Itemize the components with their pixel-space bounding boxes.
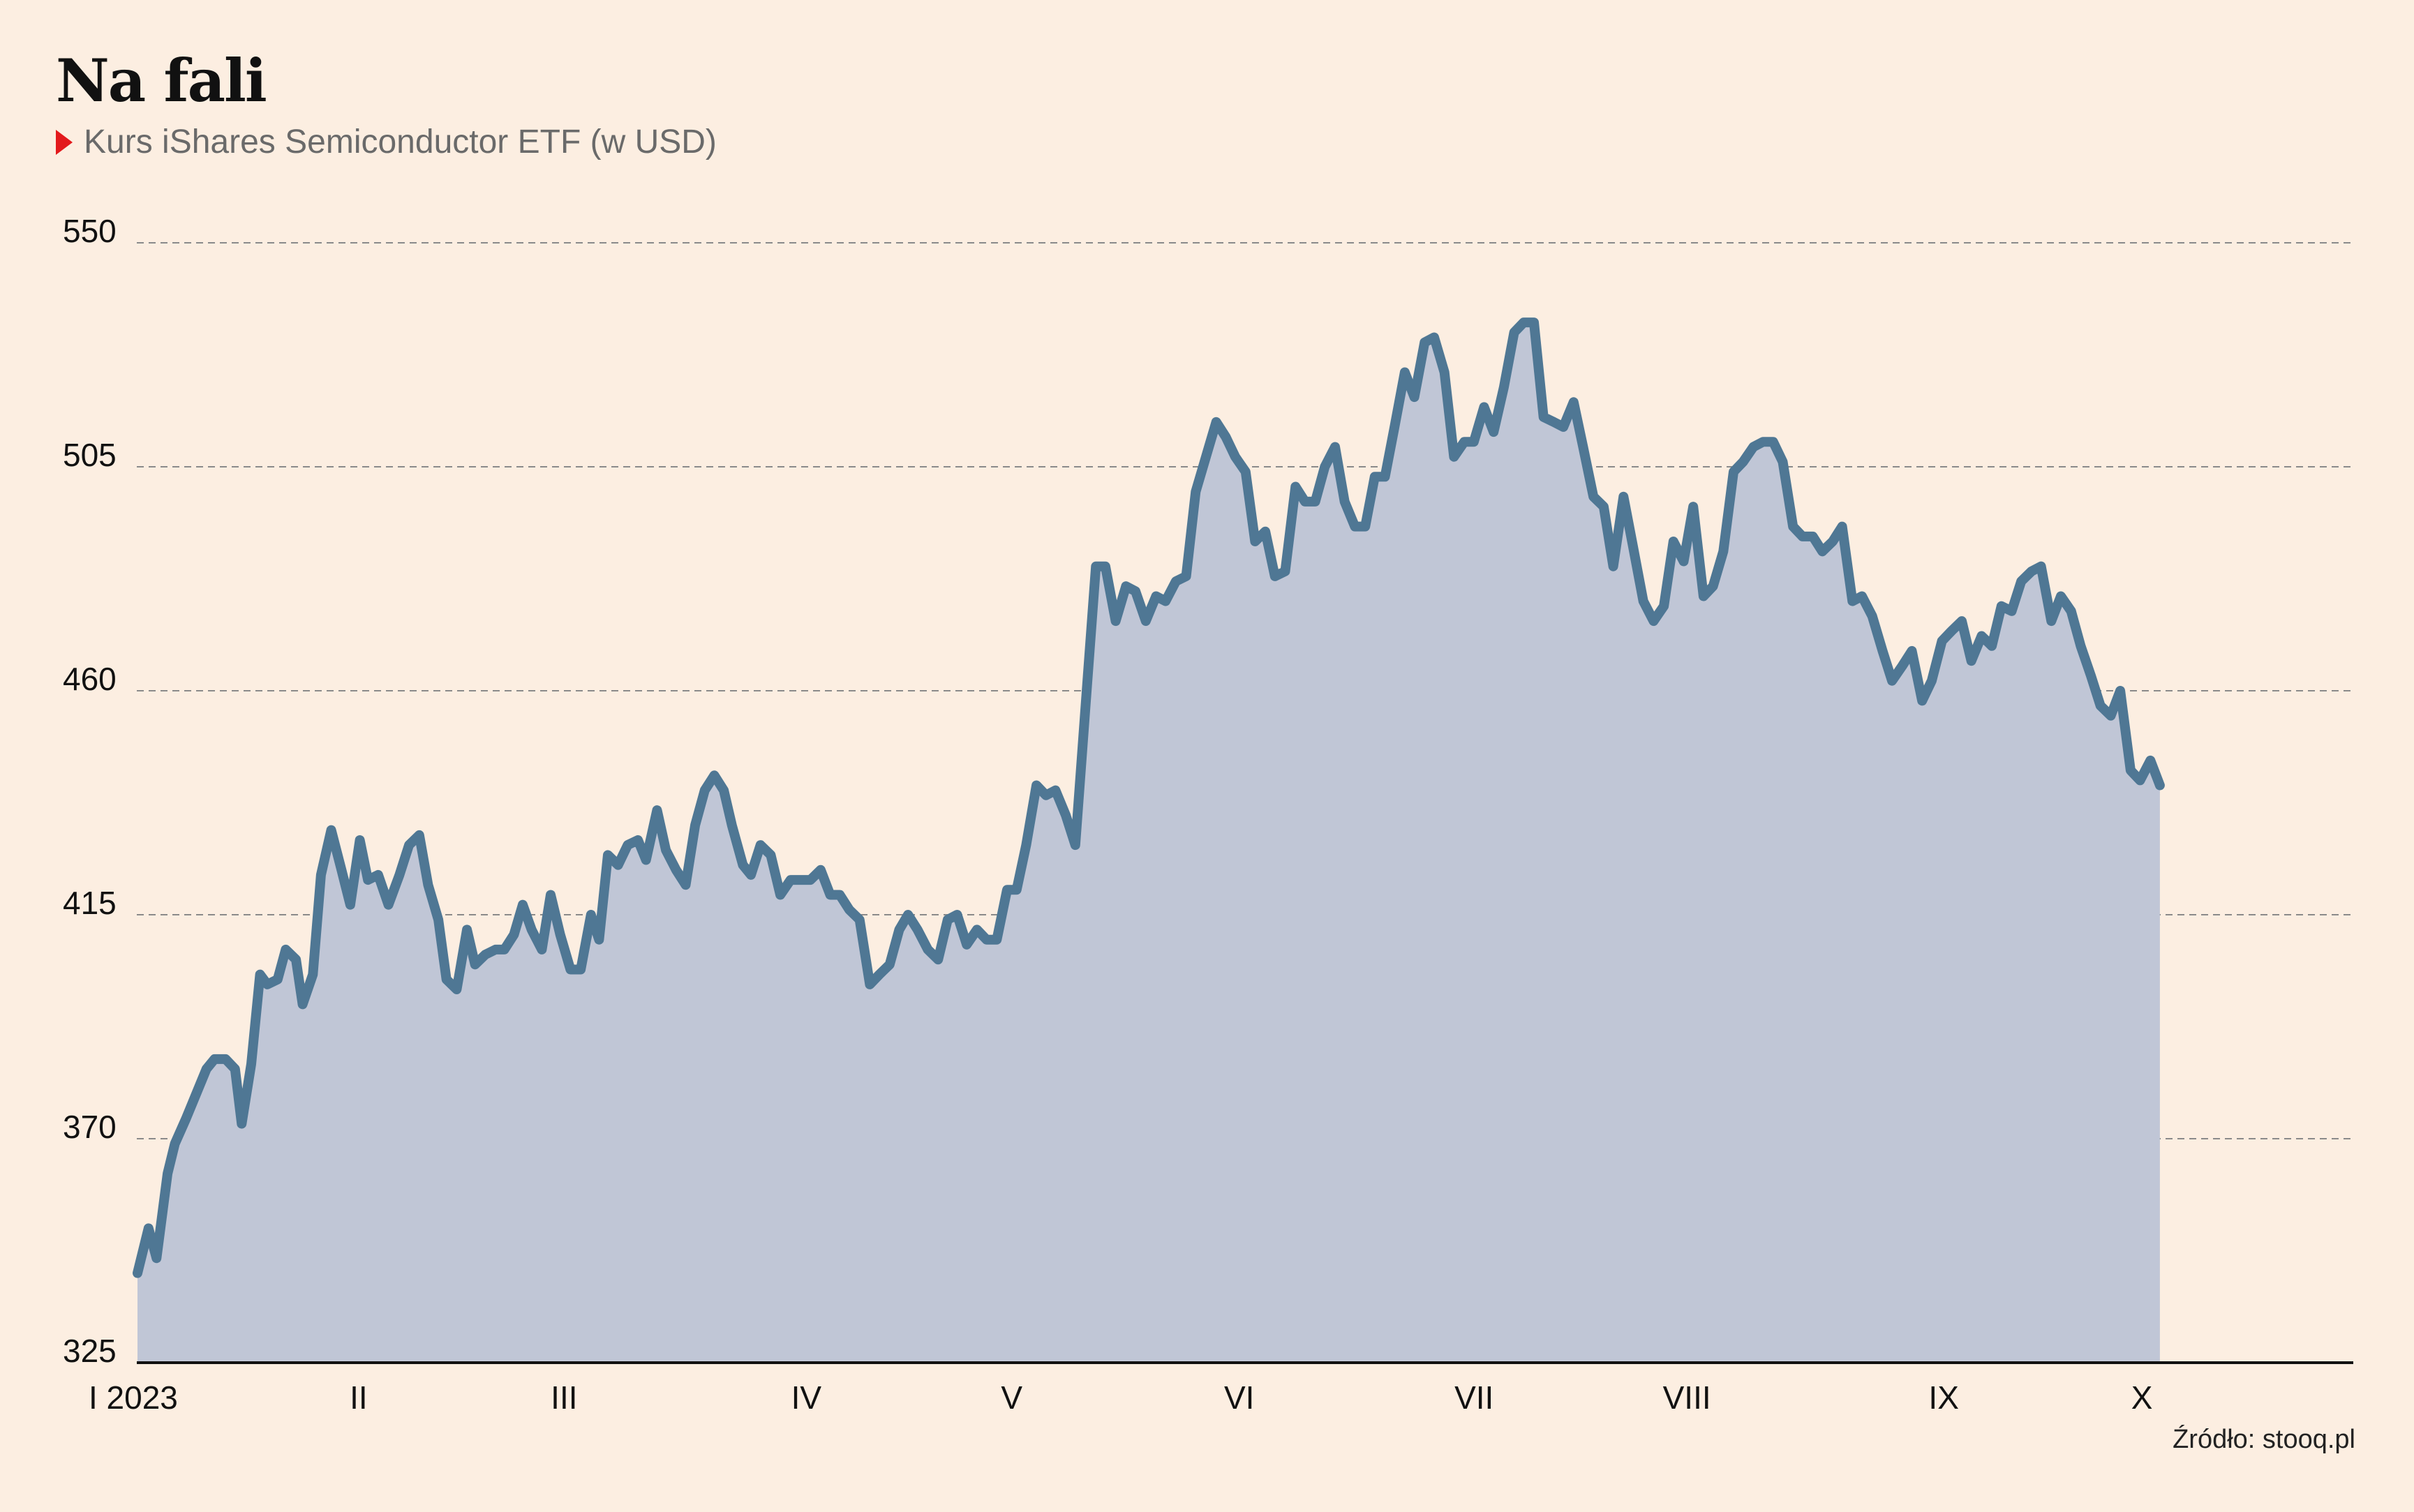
y-tick-label-415: 415: [63, 885, 117, 921]
x-tick-label: IX: [1928, 1379, 1958, 1416]
y-tick-label-325: 325: [63, 1333, 117, 1369]
y-tick-label-460: 460: [63, 661, 117, 697]
source-note: Źródło: stooq.pl: [2173, 1425, 2355, 1454]
red-triangle-icon: [56, 129, 73, 155]
chart-subtitle: Kurs iShares Semiconductor ETF (w USD): [56, 123, 717, 161]
y-tick-label-505: 505: [63, 437, 117, 473]
y-tick-labels: 325 370 415 460 505 550: [63, 213, 117, 1369]
series-area: [137, 322, 2160, 1363]
x-tick-label: III: [551, 1379, 577, 1416]
y-tick-label-370: 370: [63, 1109, 117, 1145]
x-tick-label: VI: [1224, 1379, 1254, 1416]
x-tick-label: IV: [791, 1379, 822, 1416]
x-tick-label: X: [2131, 1379, 2153, 1416]
x-tick-labels: I 2023 II III IV V VI VII VIII IX X: [89, 1379, 2152, 1416]
x-tick-label: VIII: [1663, 1379, 1711, 1416]
x-tick-label: I 2023: [89, 1379, 178, 1416]
chart-subtitle-text: Kurs iShares Semiconductor ETF (w USD): [84, 123, 717, 160]
x-tick-label: VII: [1454, 1379, 1493, 1416]
x-tick-label: V: [1001, 1379, 1022, 1416]
area-layer: [137, 322, 2160, 1363]
series-line: [133, 317, 2165, 1278]
line-layer: [133, 317, 2165, 1278]
chart-title: Na fali: [56, 46, 267, 115]
x-tick-label: II: [350, 1379, 368, 1416]
y-tick-label-550: 550: [63, 213, 117, 249]
